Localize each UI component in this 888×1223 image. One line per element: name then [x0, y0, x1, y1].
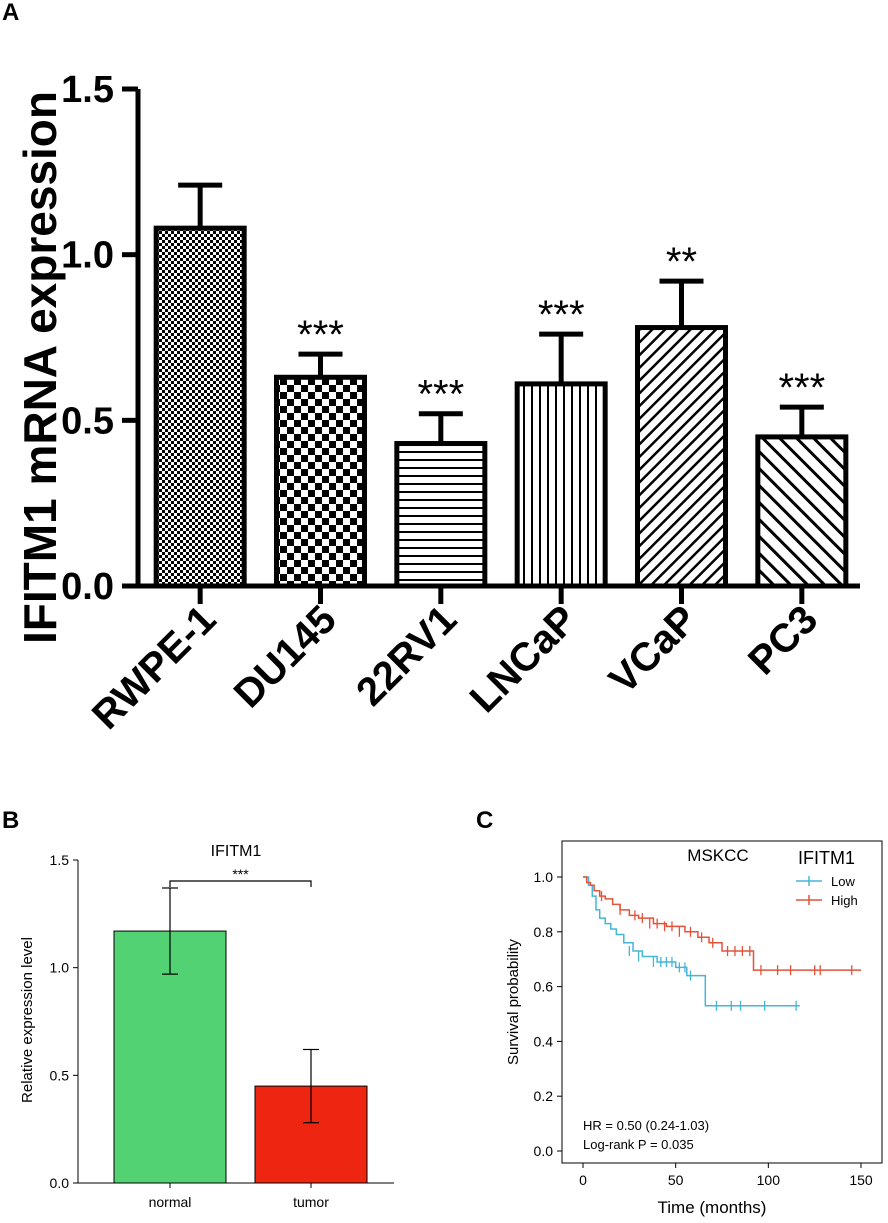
y-tick-label-c: 0.0: [534, 1143, 554, 1159]
x-tick-label-c: 0: [579, 1172, 587, 1188]
significance-bracket-b: [169, 880, 312, 887]
y-tick-label-a: 0.0: [61, 566, 114, 608]
bar-a: [274, 374, 367, 589]
y-axis-title-a: IFITM1 mRNA expression: [14, 91, 66, 644]
chart-title-c: MSKCC: [687, 846, 748, 865]
chart-b: 0.0 0.5 1.0 1.5 Relative expression level IFI…: [19, 843, 394, 1210]
x-tick-label-a: RWPE-1: [84, 597, 225, 738]
significance-label-a: ***: [297, 313, 344, 357]
legend-title-c: IFITM1: [798, 848, 855, 868]
y-tick-label-c: 1.0: [534, 869, 554, 885]
significance-label-a: ***: [538, 293, 585, 337]
y-axis-title-c: Survival probability: [505, 939, 522, 1065]
y-tick-label-b: 1.0: [50, 960, 70, 976]
x-tick-label-a: DU145: [226, 597, 345, 716]
stat-annotation-c: Log-rank P = 0.035: [583, 1137, 694, 1152]
chart-title-b: IFITM1: [211, 843, 262, 860]
y-tick-label-a: 0.5: [61, 400, 114, 442]
plot-frame-c: [561, 840, 883, 1164]
x-tick-label-b: normal: [149, 1194, 192, 1210]
km-curve-high: [583, 876, 861, 971]
stat-annotation-c: HR = 0.50 (0.24-1.03): [583, 1118, 709, 1133]
x-axis-title-c: Time (months): [658, 1198, 767, 1217]
y-axis-title-b: Relative expression level: [19, 937, 36, 1103]
x-tick-label-a: PC3: [740, 597, 826, 683]
bar-a: [514, 381, 608, 589]
x-tick-label-c: 100: [757, 1172, 781, 1188]
x-tick-label-a: VCaP: [601, 597, 706, 702]
y-tick-label-c: 0.2: [534, 1088, 554, 1104]
x-tick-label-a: 22RV1: [348, 597, 465, 714]
x-tick-label-b: tumor: [293, 1194, 329, 1210]
y-tick-label-b: 0.0: [50, 1175, 70, 1191]
km-curve-low: [583, 876, 800, 1007]
bar-a: [635, 325, 728, 589]
panel-letter-b: B: [2, 807, 19, 834]
panel-letter-c: C: [476, 807, 493, 834]
significance-label-b: ***: [232, 866, 249, 882]
bar-a: [394, 441, 488, 589]
y-tick-label-b: 0.5: [50, 1067, 70, 1083]
bar-a: [755, 434, 849, 589]
y-tick-label-c: 0.8: [534, 924, 554, 940]
legend-label-low: Low: [831, 874, 855, 889]
significance-label-a: **: [666, 240, 697, 284]
chart-c: 0.0 0.2 0.4 0.6 0.8 1.0 0 50 100 150 Survival prob…: [505, 840, 883, 1217]
y-tick-label-c: 0.6: [534, 979, 554, 995]
y-tick-label-c: 0.4: [534, 1033, 554, 1049]
panel-letter-a: A: [2, 0, 19, 26]
bar-a: [153, 225, 247, 589]
significance-label-a: ***: [417, 373, 464, 417]
legend-label-high: High: [831, 893, 858, 908]
y-tick-label-b: 1.5: [50, 852, 70, 868]
x-tick-label-c: 150: [849, 1172, 873, 1188]
x-tick-label-c: 50: [668, 1172, 684, 1188]
significance-label-a: ***: [778, 366, 825, 410]
y-tick-label-a: 1.5: [61, 69, 114, 111]
y-tick-label-a: 1.0: [61, 235, 114, 277]
x-tick-label-a: LNCaP: [462, 597, 586, 721]
